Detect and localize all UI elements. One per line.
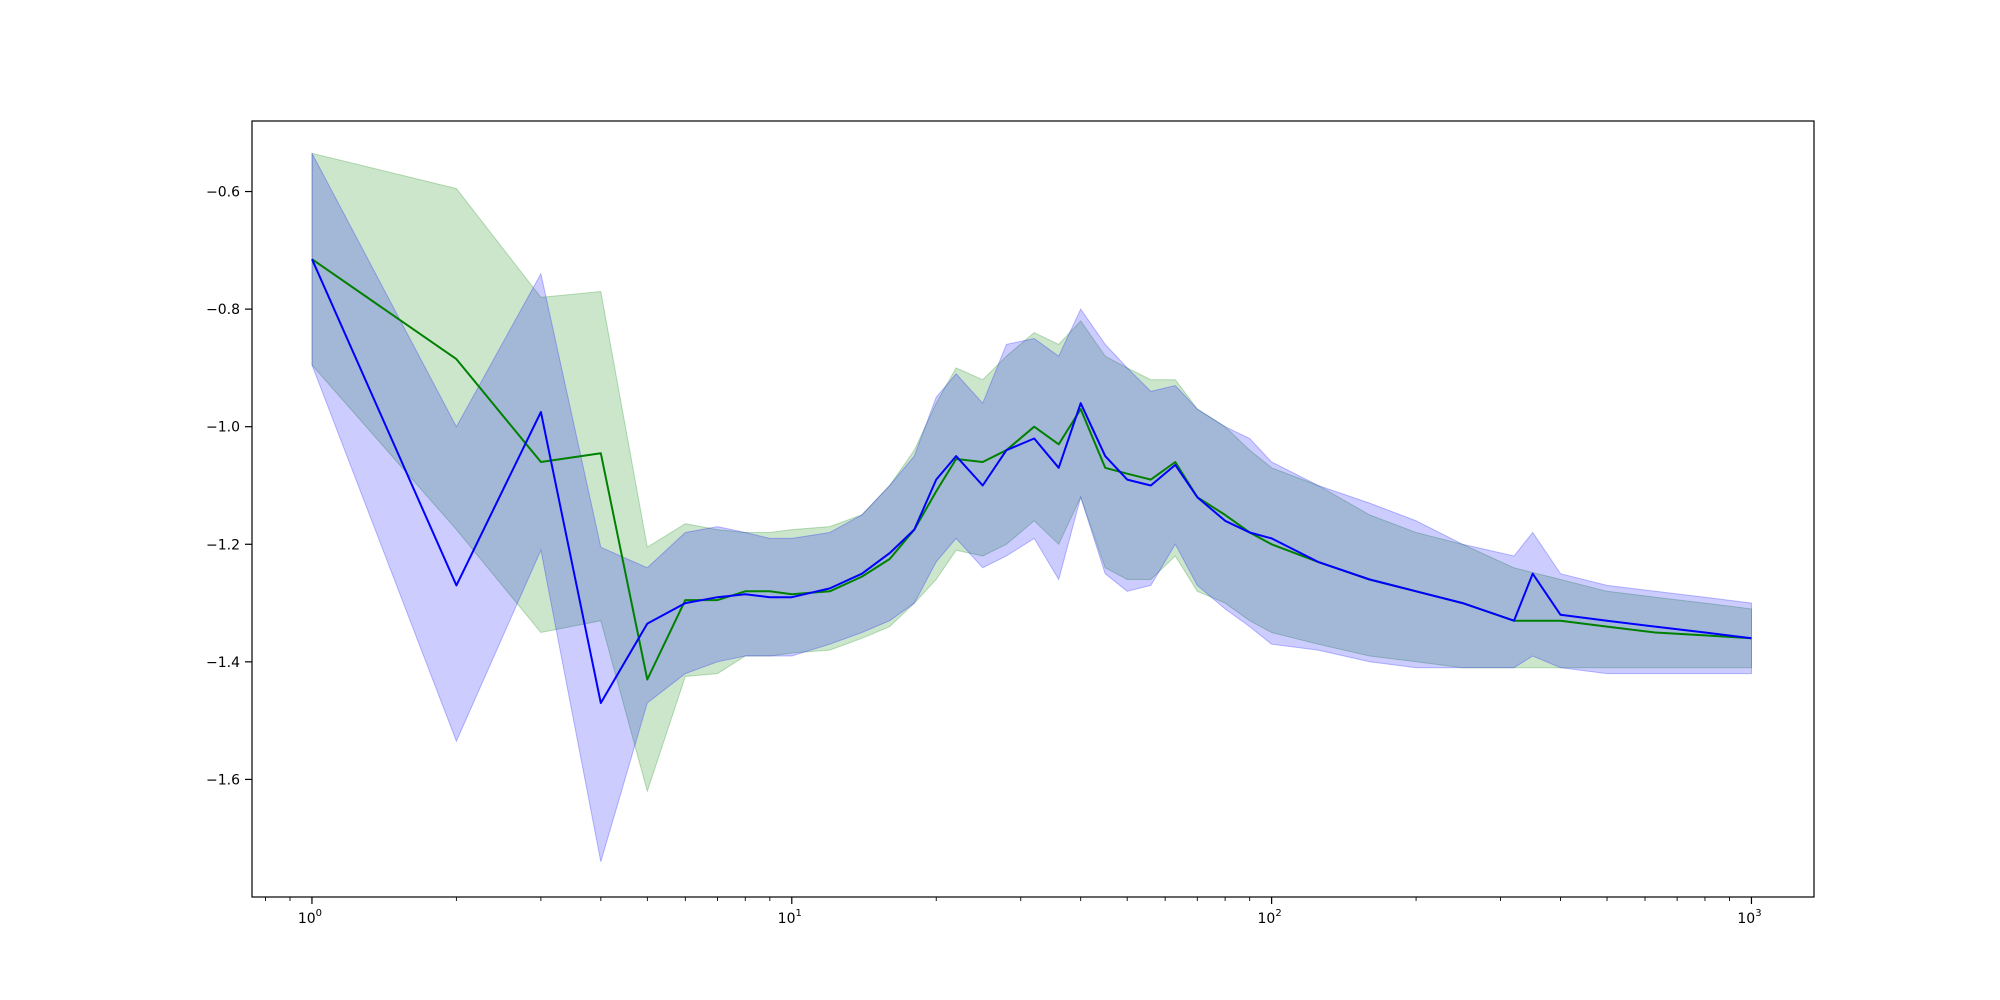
plot-frame bbox=[251, 120, 1815, 898]
y-tick-label: −1.0 bbox=[206, 420, 240, 436]
y-tick-label: −0.8 bbox=[206, 302, 240, 318]
y-tick-label: −1.2 bbox=[206, 537, 240, 553]
x-tick-label: 102 bbox=[1258, 908, 1282, 927]
series-lines bbox=[311, 258, 1752, 704]
y-tick-label: −1.6 bbox=[206, 772, 240, 788]
x-tick-label: 103 bbox=[1737, 908, 1761, 927]
y-tick-label: −1.4 bbox=[206, 655, 240, 671]
y-axis: −0.6 −0.8 −1.0 −1.2 −1.4 −1.6 bbox=[206, 185, 252, 788]
x-tick-label: 101 bbox=[778, 908, 802, 927]
x-tick-label: 100 bbox=[298, 908, 322, 927]
x-axis: 100 101 102 103 bbox=[264, 897, 1762, 927]
series-2-band bbox=[311, 153, 1752, 862]
y-tick-label: −0.6 bbox=[206, 185, 240, 201]
confidence-bands bbox=[311, 152, 1752, 862]
series-2-line bbox=[311, 258, 1752, 704]
series-1-band bbox=[311, 152, 1752, 793]
